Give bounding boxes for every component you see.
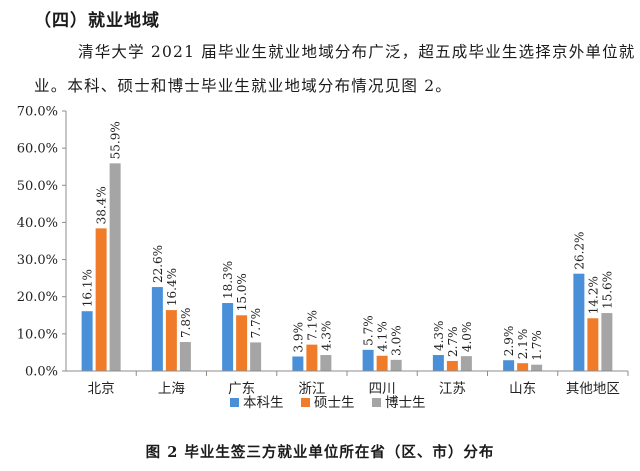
y-tick-label: 60.0% bbox=[17, 142, 58, 157]
bar bbox=[601, 313, 613, 371]
bar-group bbox=[81, 163, 613, 371]
y-tick-label: 40.0% bbox=[17, 216, 58, 231]
bar bbox=[573, 273, 585, 371]
legend-swatch bbox=[230, 398, 239, 407]
data-label: 22.6% bbox=[151, 245, 165, 283]
x-tick-label: 浙江 bbox=[298, 381, 325, 397]
bar bbox=[236, 315, 248, 371]
bar bbox=[460, 356, 472, 371]
bar bbox=[165, 310, 177, 371]
x-tick-label: 四川 bbox=[369, 381, 396, 397]
data-label: 4.3% bbox=[319, 321, 333, 352]
legend-label: 博士生 bbox=[385, 394, 426, 411]
section-heading: （四）就业地域 bbox=[34, 11, 160, 31]
y-tick-label: 10.0% bbox=[17, 327, 58, 342]
data-label: 4.0% bbox=[460, 322, 474, 353]
data-label: 15.6% bbox=[600, 271, 614, 309]
data-label: 1.7% bbox=[530, 330, 544, 361]
x-tick-label: 北京 bbox=[88, 381, 115, 397]
bar-label-group: 16.1%38.4%55.9%22.6%16.4%7.8%18.3% 15.0%7… bbox=[81, 121, 615, 360]
data-label: 3.0% bbox=[390, 325, 404, 356]
x-tick-label: 江苏 bbox=[439, 381, 466, 397]
bar bbox=[320, 355, 332, 371]
data-label: 7.7% bbox=[249, 308, 263, 339]
data-label: 38.4% bbox=[95, 186, 109, 224]
bar bbox=[109, 163, 121, 371]
x-tick-label: 山东 bbox=[509, 381, 536, 397]
legend-label: 硕士生 bbox=[314, 395, 355, 411]
data-label: 7.8% bbox=[179, 308, 193, 339]
data-label: 55.9% bbox=[109, 121, 123, 159]
bar bbox=[517, 363, 529, 371]
paragraph-line-2: 业。本科、硕士和博士毕业生就业地域分布情况见图 2。 bbox=[34, 77, 452, 95]
bar bbox=[151, 287, 163, 371]
bar bbox=[81, 311, 93, 371]
legend-label: 本科生 bbox=[243, 395, 284, 411]
y-tick-label: 20.0% bbox=[17, 290, 58, 305]
bar bbox=[587, 318, 599, 371]
bar bbox=[95, 228, 107, 371]
bar-chart: 0.0%10.0%20.0%30.0%40.0%50.0%60.0%70.0% … bbox=[17, 105, 629, 411]
data-label: 26.2% bbox=[572, 232, 586, 270]
x-tick-label: 广东 bbox=[228, 381, 255, 397]
bar bbox=[531, 364, 543, 371]
legend: 本科生 硕士生 博士生 bbox=[230, 394, 426, 411]
x-tick-label: 其他地区 bbox=[566, 381, 620, 397]
data-label: 4.3% bbox=[432, 321, 446, 352]
data-label: 15.0% bbox=[235, 273, 249, 311]
data-label: 7.1% bbox=[305, 310, 319, 341]
data-label: 2.9% bbox=[502, 326, 516, 357]
bar bbox=[446, 360, 458, 371]
y-tick-label: 50.0% bbox=[17, 179, 58, 194]
data-label: 16.1% bbox=[81, 269, 95, 307]
bar bbox=[306, 344, 318, 371]
data-label: 4.1% bbox=[376, 321, 390, 352]
y-tick-label: 30.0% bbox=[17, 253, 58, 268]
bar bbox=[292, 356, 304, 371]
x-tick-label: 上海 bbox=[158, 381, 185, 397]
data-label: 18.3% bbox=[221, 261, 235, 299]
y-tick-label: 70.0% bbox=[17, 105, 58, 120]
bar bbox=[503, 360, 515, 371]
bar bbox=[222, 303, 234, 371]
y-tick-label: 0.0% bbox=[25, 365, 58, 380]
bar bbox=[362, 349, 374, 371]
legend-swatch bbox=[301, 398, 310, 407]
data-label: 16.4% bbox=[165, 268, 179, 306]
bar bbox=[179, 342, 191, 371]
data-label: 5.7% bbox=[362, 315, 376, 346]
x-axis: 北京 上海 广东 浙江 四川 江苏 山东 其他地区 bbox=[66, 370, 629, 397]
data-label: 14.2% bbox=[586, 276, 600, 314]
paragraph-line-1: 清华大学 2021 届毕业生就业地域分布广泛，超五成毕业生选择京外单位就 bbox=[78, 43, 636, 61]
data-label: 3.9% bbox=[291, 322, 305, 353]
bar bbox=[250, 342, 262, 371]
data-label: 2.1% bbox=[516, 329, 530, 360]
bar bbox=[376, 355, 388, 371]
bar bbox=[390, 359, 402, 371]
legend-swatch bbox=[372, 398, 381, 407]
y-axis: 0.0% 10.0% 20.0% 30.0% 40.0% 50.0% 60.0% 70.0% bbox=[17, 105, 67, 380]
data-label: 2.7% bbox=[446, 326, 460, 357]
figure-caption: 图 2 毕业生签三方就业单位所在省（区、市）分布 bbox=[145, 444, 495, 461]
bar bbox=[432, 355, 444, 371]
